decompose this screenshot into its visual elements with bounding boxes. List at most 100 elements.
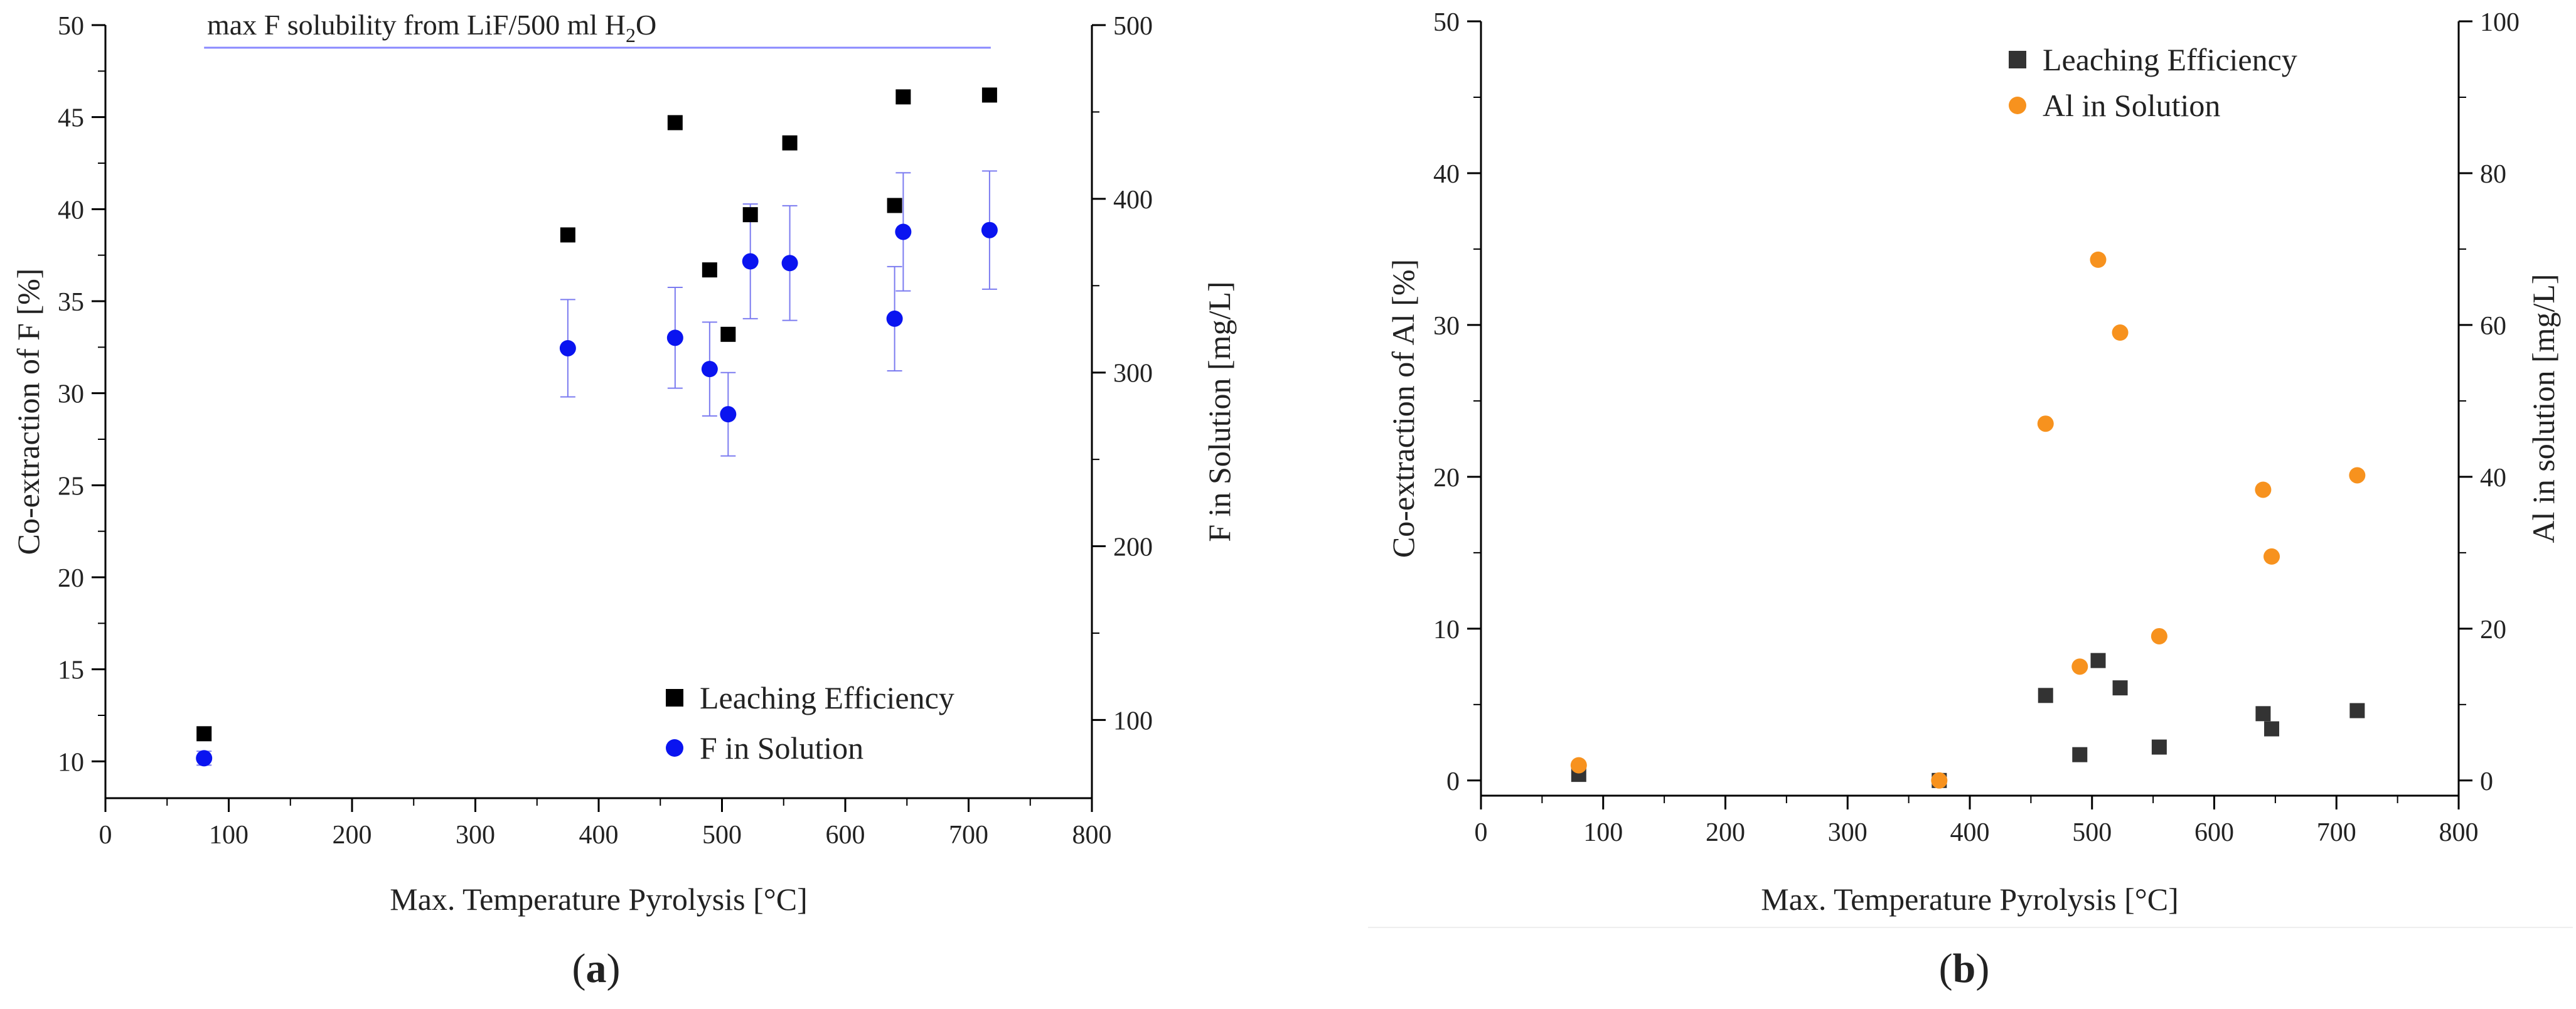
panel-a-x-tick-label: 600	[826, 821, 865, 850]
panel-b-label-close: )	[1975, 946, 1989, 991]
panel-a-left-y-tick-label: 10	[58, 748, 84, 777]
annotation-text-subscript: 2	[626, 24, 636, 46]
panel-b-x-tick-label: 200	[1706, 818, 1745, 847]
panel-a-left-y-tick-label: 15	[58, 656, 84, 685]
panel-a-right-y-axis-title: F in Solution [mg/L]	[1202, 281, 1237, 542]
panel-b-leaching-efficiency-point	[2090, 653, 2106, 668]
panel-a-leaching-efficiency-point	[782, 135, 798, 151]
panel-b-right-y-tick-label: 60	[2480, 312, 2506, 341]
panel-a-label-letter: a	[586, 946, 607, 991]
panel-a-f-in-solution-point	[701, 361, 718, 378]
panel-b-al-in-solution-point	[2349, 467, 2366, 484]
panel-a-left-y-axis-title: Co-extraction of F [%]	[11, 269, 46, 555]
panel-a-label-close: )	[607, 946, 621, 991]
panel-b-label: (b)	[1939, 946, 1990, 991]
panel-a-right-y-tick-label: 500	[1113, 12, 1153, 41]
panel-a-leaching-efficiency-point	[560, 227, 575, 243]
panel-a-label: (a)	[572, 946, 621, 991]
panel-b-right-y-tick-label: 40	[2480, 464, 2506, 493]
panel-a-leaching-efficiency-point	[702, 262, 717, 278]
panel-b-legend-marker-al-in-solution	[2009, 97, 2026, 114]
panel-b-left-y-tick-label: 40	[1433, 160, 1460, 189]
panel-a-f-in-solution-point	[559, 339, 576, 356]
panel-a-x-tick-label: 800	[1072, 821, 1112, 850]
panel-b-left-y-axis-title: Co-extraction of Al [%]	[1386, 259, 1421, 558]
panel-b-right-y-tick-label: 0	[2480, 767, 2493, 796]
panel-b-x-tick-label: 700	[2317, 818, 2356, 847]
panel-a-legend-marker-f-in-solution	[666, 739, 683, 757]
panel-b-al-in-solution-point	[2090, 251, 2107, 268]
panel-a-right-y-tick-label: 400	[1113, 186, 1153, 215]
panel-b-leaching-efficiency-point	[2072, 747, 2088, 762]
panel-a-f-in-solution-point	[720, 406, 737, 423]
panel-b-left-y-tick-label: 0	[1446, 767, 1460, 796]
panel-a-left-y-tick-label: 35	[58, 288, 84, 317]
panel-a-left-y-tick-label: 40	[58, 196, 84, 225]
annotation-text-main: max F solubility from LiF/500 ml H	[207, 9, 626, 41]
panel-a-legend-label-f-in-solution: F in Solution	[700, 730, 863, 766]
panel-b-legend-marker-leaching-efficiency	[2009, 51, 2026, 68]
annotation-text-end: O	[636, 9, 656, 41]
panel-b-x-tick-label: 300	[1828, 818, 1868, 847]
panel-b-leaching-efficiency-point	[2255, 706, 2271, 722]
panel-b-al-in-solution-point	[2255, 481, 2272, 498]
panel-a-left-y-tick-label: 25	[58, 472, 84, 501]
panel-b-right-y-axis-title: Al in solution [mg/L]	[2526, 274, 2561, 543]
panel-b-al-in-solution-point	[2151, 627, 2167, 644]
panel-a-f-in-solution-point	[781, 255, 798, 272]
panel-a-left-y-tick-label: 50	[58, 12, 84, 41]
panel-a-x-tick-label: 400	[579, 821, 619, 850]
panel-b-al-in-solution-point	[2071, 658, 2088, 675]
panel-b-chart: 0 100 200 300 400 500 600 700 800010203040500204…	[1386, 8, 2561, 991]
panel-a-legend-marker-leaching-efficiency	[666, 689, 683, 707]
panel-a-x-tick-label: 700	[949, 821, 988, 850]
panel-a-left-y-tick-label: 20	[58, 564, 84, 593]
panel-a-x-tick-label: 500	[702, 821, 742, 850]
panel-a-leaching-efficiency-point	[895, 89, 911, 105]
panel-a-f-in-solution-point	[981, 222, 998, 238]
panel-b-al-in-solution-point	[2263, 548, 2280, 565]
panel-b-right-y-tick-label: 100	[2480, 8, 2520, 37]
panel-a-f-in-solution-point	[196, 750, 213, 767]
panel-b-legend-label-al-in-solution: Al in Solution	[2043, 88, 2220, 123]
panel-b-legend-label-leaching-efficiency: Leaching Efficiency	[2043, 42, 2297, 77]
panel-a-legend-label-leaching-efficiency: Leaching Efficiency	[700, 680, 954, 715]
panel-b-al-in-solution-point	[1570, 757, 1587, 774]
panel-a-label-open: (	[572, 946, 586, 991]
panel-b-leaching-efficiency-point	[2151, 739, 2167, 755]
panel-a-leaching-efficiency-point	[981, 87, 997, 103]
panel-b-leaching-efficiency-point	[2264, 721, 2280, 737]
panel-b-x-tick-label: 0	[1475, 818, 1488, 847]
panel-a-x-axis-title: Max. Temperature Pyrolysis [°C]	[390, 882, 807, 917]
panel-a-leaching-efficiency-point	[742, 207, 758, 223]
panel-a-left-y-tick-label: 45	[58, 104, 84, 133]
panel-a-x-tick-label: 0	[99, 821, 112, 850]
panel-a-solubility-annotation: max F solubility from LiF/500 ml H2O	[207, 9, 656, 46]
panel-a-x-tick-label: 300	[456, 821, 495, 850]
panel-a-leaching-efficiency-point	[667, 115, 683, 131]
panel-b-leaching-efficiency-point	[2038, 688, 2053, 703]
panel-a-x-tick-label: 100	[209, 821, 249, 850]
panel-b-left-y-tick-label: 30	[1433, 312, 1460, 341]
panel-b-left-y-tick-label: 20	[1433, 464, 1460, 493]
panel-b-al-in-solution-point	[2037, 415, 2054, 432]
panel-b-leaching-efficiency-point	[2112, 680, 2128, 696]
panel-a-f-in-solution-point	[895, 223, 912, 240]
panel-a-x-tick-label: 200	[333, 821, 372, 850]
panel-a-f-in-solution-point	[742, 253, 759, 270]
panel-a-left-y-tick-label: 30	[58, 380, 84, 409]
panel-b-leaching-efficiency-point	[2349, 703, 2365, 718]
panel-a-right-y-tick-label: 200	[1113, 533, 1153, 562]
panel-b-x-tick-label: 800	[2439, 818, 2479, 847]
panel-b-x-tick-label: 500	[2072, 818, 2112, 847]
panel-a-f-in-solution-point	[666, 329, 683, 346]
panel-b-al-in-solution-point	[1931, 772, 1948, 789]
panel-b-x-tick-label: 600	[2194, 818, 2234, 847]
panel-a-right-y-tick-label: 100	[1113, 707, 1153, 735]
panel-b-x-tick-label: 100	[1583, 818, 1623, 847]
panel-a-f-in-solution-point	[886, 310, 903, 327]
panel-b-al-in-solution-point	[2112, 324, 2129, 341]
panel-b-right-y-tick-label: 20	[2480, 616, 2506, 644]
panel-a-chart: 0 100 200 300 400 500 600 700 800 10 15 20 25 30 35 40 4…	[11, 9, 1237, 991]
